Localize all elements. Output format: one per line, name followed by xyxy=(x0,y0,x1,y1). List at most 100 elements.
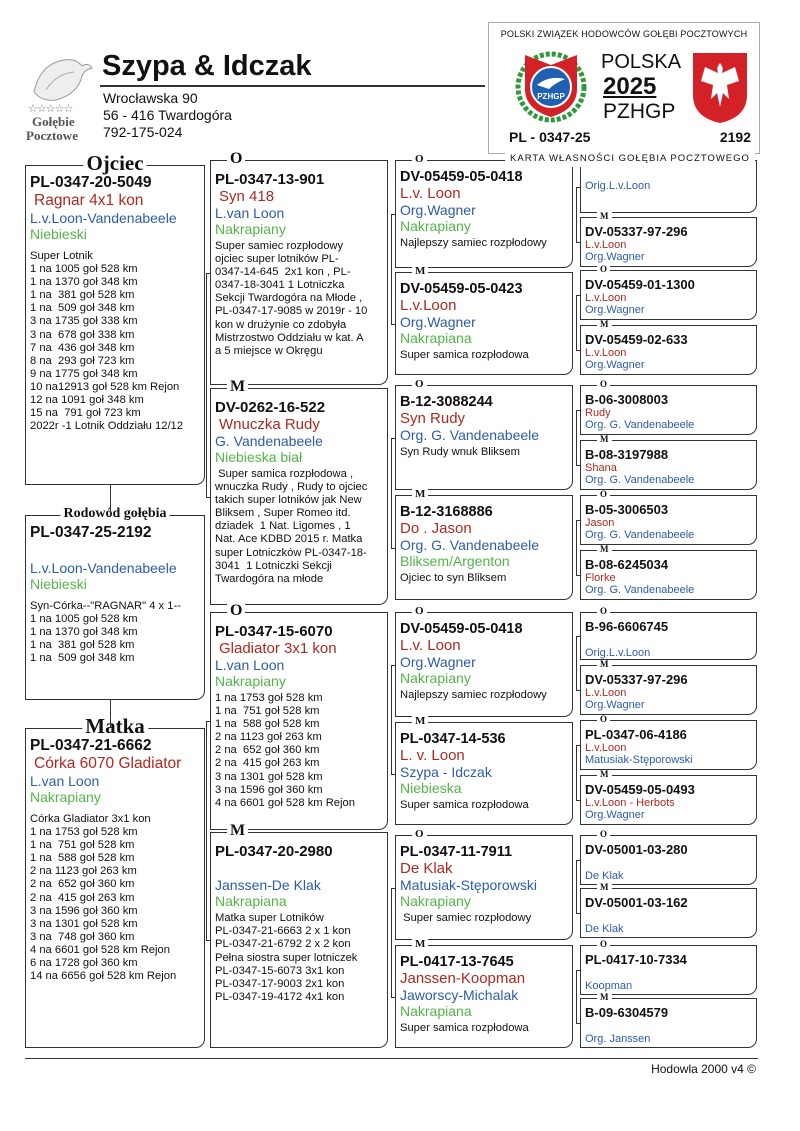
card-emblem: PZHGP xyxy=(515,51,587,123)
pedigree-box: M B-12-3168886 Do . Jason Org. G. Vandenabe… xyxy=(395,489,573,600)
parent-label: O xyxy=(597,607,611,617)
feather-color: Niebieska biał xyxy=(215,449,303,465)
note-line: Sekcji Twardogóra na Młode , xyxy=(215,292,363,305)
note-line: 9 na 1775 goł 348 km xyxy=(30,367,138,380)
pedigree-box: M DV-05459-02-633 L.v.Loon Org.Wagner xyxy=(580,320,757,375)
note-line: 1 na 509 goł 348 km xyxy=(30,652,135,665)
title-underline xyxy=(100,85,485,87)
strain: De Klak xyxy=(585,922,624,935)
parent-label: M xyxy=(597,660,612,670)
card-ring: PL - 0347-25 xyxy=(509,129,591,145)
note-line: 3 na 1301 goł 528 km xyxy=(30,917,138,930)
connector xyxy=(576,295,578,350)
pedigree-box: M PL-0417-13-7645 Janssen-Koopman Jaworscy-… xyxy=(395,939,573,1048)
connector xyxy=(576,186,578,242)
strain: Janssen-De Klak xyxy=(215,877,321,894)
note-line: 3 na 678 goł 338 km xyxy=(30,328,135,341)
footer: Hodowla 2000 v4 © xyxy=(651,1062,756,1076)
connector xyxy=(576,745,578,800)
connector xyxy=(206,940,210,942)
pigeon-name: L.v.Loon xyxy=(585,742,627,754)
strain: Org.Wagner xyxy=(400,202,476,218)
connector xyxy=(391,214,395,216)
ring-number: PL-0417-13-7645 xyxy=(400,954,514,970)
box-content: B-12-3168886 Do . Jason Org. G. Vandenabee… xyxy=(400,504,569,585)
ring-number: PL-0347-21-6662 xyxy=(30,737,152,754)
pedigree-box: O DV-05459-05-0418 L.v. Loon Org.Wagner Nakr… xyxy=(395,606,573,717)
logo-text: Pocztowe xyxy=(26,128,78,143)
connector xyxy=(576,913,580,915)
strain: Matusiak-Stęporowski xyxy=(585,754,693,766)
ring-number: B-06-3008003 xyxy=(585,392,669,407)
pigeon xyxy=(33,59,93,101)
connector xyxy=(576,575,580,577)
ring-number: B-96-6606745 xyxy=(585,619,669,634)
spacer xyxy=(585,910,753,923)
note-line: 1 na 1005 goł 528 km xyxy=(30,612,138,625)
ring-number: DV-05337-97-296 xyxy=(585,672,688,687)
connector xyxy=(576,410,578,465)
box-content: PL-0347-21-6662 Córka 6070 Gladiator L.van… xyxy=(30,737,201,983)
pedigree-box: Orig.L.v.Loon xyxy=(580,160,757,213)
parent-label: O xyxy=(597,940,611,950)
note-line: 8 na 293 goł 723 km xyxy=(30,354,135,367)
note-line: Ojciec to syn Bliksem xyxy=(400,572,507,584)
parent-label: M xyxy=(412,489,429,501)
pigeon-name: Syn 418 xyxy=(219,188,275,205)
box-content: PL-0347-20-5049 Ragnar 4x1 kon L.v.Loon-Va… xyxy=(30,174,201,433)
note-line: 1 na 509 goł 348 km xyxy=(30,302,135,315)
ring-number: DV-05001-03-162 xyxy=(585,895,688,910)
ring-number: B-08-3197988 xyxy=(585,447,669,462)
ring-number: DV-05459-02-633 xyxy=(585,332,688,347)
connector xyxy=(576,465,580,467)
parent-label: Rodowód gołębia xyxy=(60,507,170,522)
feather-color: Nakrapiany xyxy=(215,221,286,237)
note-line: Syn-Córka--"RAGNAR" 4 x 1-- xyxy=(30,599,181,612)
pedigree-box: O DV-05459-01-1300 L.v.Loon Org.Wagner xyxy=(580,265,757,320)
pigeon-name: Rudy xyxy=(585,407,611,419)
note-line: 15 na 791 goł 723 km xyxy=(30,407,141,420)
parent-label: O xyxy=(227,603,246,620)
parent-label: M xyxy=(597,545,612,555)
pedigree-box: O DV-05459-05-0418 L.v. Loon Org.Wagner Nakr… xyxy=(395,154,573,268)
feather-color: Niebieski xyxy=(30,575,87,592)
strain: Org.Wagner xyxy=(585,699,645,711)
strain: Orig.L.v.Loon xyxy=(585,179,651,192)
ring-number: DV-05459-05-0418 xyxy=(400,169,523,185)
spacer xyxy=(585,634,753,647)
card-org-short: PZHGP xyxy=(603,100,676,123)
pedigree-box: O PL-0417-10-7334 Koopman xyxy=(580,940,757,995)
pedigree-box: M PL-0347-14-536 L. v. Loon Szypa - Idczak N… xyxy=(395,716,573,825)
box-content: DV-05459-05-0418 L.v. Loon Org.Wagner Nakra… xyxy=(400,169,569,250)
note-line: 1 na 1370 goł 348 km xyxy=(30,276,138,289)
pigeon-name: Gladiator 3x1 kon xyxy=(219,640,337,657)
address: Wrocławska 90 56 - 416 Twardogóra 792-17… xyxy=(103,90,232,141)
strain: Org.Wagner xyxy=(400,314,476,330)
ring-number: B-12-3168886 xyxy=(400,504,493,520)
strain: Org. G. Vandenabeele xyxy=(585,584,695,596)
parent-label: M xyxy=(597,883,612,893)
notes: Super samica rozpłodowa xyxy=(400,1022,569,1035)
parent-label: M xyxy=(597,212,612,222)
note-line: 1 na 588 goł 528 km xyxy=(215,718,320,731)
note-line: 10 na12913 goł 528 km Rejon xyxy=(30,380,180,393)
connector xyxy=(576,636,578,690)
card-eagle xyxy=(693,53,747,123)
strain: L.v.Loon-Vandenabeele xyxy=(30,210,177,226)
address-line: 792-175-024 xyxy=(103,124,183,140)
strain: Org.Wagner xyxy=(585,304,645,316)
ring-number: PL-0347-20-2980 xyxy=(215,843,333,860)
note-line: 1 na 381 goł 528 km xyxy=(30,639,135,652)
note-line: 2 na 415 goł 263 km xyxy=(30,891,135,904)
card-country: POLSKA xyxy=(601,51,682,73)
box-content: DV-05459-01-1300 L.v.Loon Org.Wagner xyxy=(585,277,753,316)
ring-number: PL-0347-14-536 xyxy=(400,731,506,747)
ring-number: DV-05459-05-0418 xyxy=(400,621,523,637)
pigeon-name: L.v. Loon xyxy=(400,185,461,202)
strain: Jaworscy-Michalak xyxy=(400,987,519,1003)
note-line: takich super lotników jak New xyxy=(215,494,362,507)
note-line: Super samiec rozpłodowy xyxy=(400,912,532,924)
connector xyxy=(110,485,112,515)
parent-label: O xyxy=(597,715,611,725)
connector xyxy=(576,295,580,297)
